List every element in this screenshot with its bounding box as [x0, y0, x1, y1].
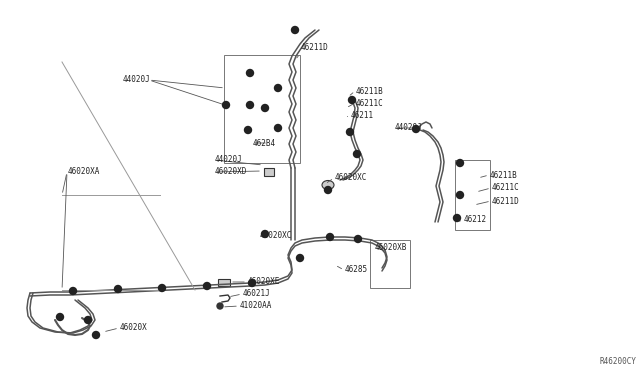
Text: 46211: 46211 — [351, 110, 374, 119]
Text: R46200CY: R46200CY — [599, 357, 636, 366]
Circle shape — [326, 234, 333, 241]
Text: 46020XA: 46020XA — [68, 167, 100, 176]
Circle shape — [275, 125, 282, 131]
Circle shape — [246, 70, 253, 77]
Circle shape — [159, 285, 166, 292]
Circle shape — [93, 331, 99, 339]
Circle shape — [346, 128, 353, 135]
Text: 462B4: 462B4 — [253, 138, 276, 148]
Bar — [455, 160, 490, 230]
Text: 46285: 46285 — [345, 266, 368, 275]
Bar — [370, 240, 410, 288]
Text: 44020J: 44020J — [122, 76, 150, 84]
Circle shape — [275, 84, 282, 92]
Circle shape — [291, 26, 298, 33]
Circle shape — [262, 105, 269, 112]
Circle shape — [349, 96, 355, 103]
Text: 46020XE: 46020XE — [248, 278, 280, 286]
Circle shape — [244, 126, 252, 134]
Circle shape — [204, 282, 211, 289]
Circle shape — [454, 215, 461, 221]
Circle shape — [413, 125, 419, 132]
Circle shape — [353, 151, 360, 157]
Circle shape — [324, 186, 332, 193]
Text: 46211D: 46211D — [301, 44, 329, 52]
Text: 46020XC: 46020XC — [335, 173, 367, 183]
Text: 44020J: 44020J — [215, 155, 243, 164]
Text: 46020XC: 46020XC — [260, 231, 292, 240]
Text: 46211C: 46211C — [492, 183, 520, 192]
Text: 46211B: 46211B — [490, 170, 518, 180]
Circle shape — [70, 288, 77, 295]
Text: 46211D: 46211D — [492, 196, 520, 205]
Text: 46021J: 46021J — [243, 289, 271, 298]
Text: 46020XB: 46020XB — [375, 243, 408, 251]
Circle shape — [84, 317, 92, 324]
Circle shape — [217, 303, 223, 309]
Bar — [218, 279, 230, 286]
Text: 41020AA: 41020AA — [240, 301, 273, 311]
Text: 46212: 46212 — [464, 215, 487, 224]
Text: 46020X: 46020X — [120, 324, 148, 333]
Text: 46020XD: 46020XD — [215, 167, 248, 176]
Text: 46211C: 46211C — [356, 99, 384, 108]
Circle shape — [262, 231, 269, 237]
Bar — [224, 55, 300, 163]
Circle shape — [115, 285, 122, 292]
Bar — [264, 168, 274, 176]
Ellipse shape — [322, 180, 334, 189]
Circle shape — [296, 254, 303, 262]
Text: 44020J: 44020J — [395, 124, 423, 132]
Text: 46211B: 46211B — [356, 87, 384, 96]
Circle shape — [246, 102, 253, 109]
Circle shape — [456, 160, 463, 167]
Circle shape — [56, 314, 63, 321]
Circle shape — [223, 102, 230, 109]
Circle shape — [248, 279, 255, 286]
Circle shape — [355, 235, 362, 243]
Circle shape — [456, 192, 463, 199]
